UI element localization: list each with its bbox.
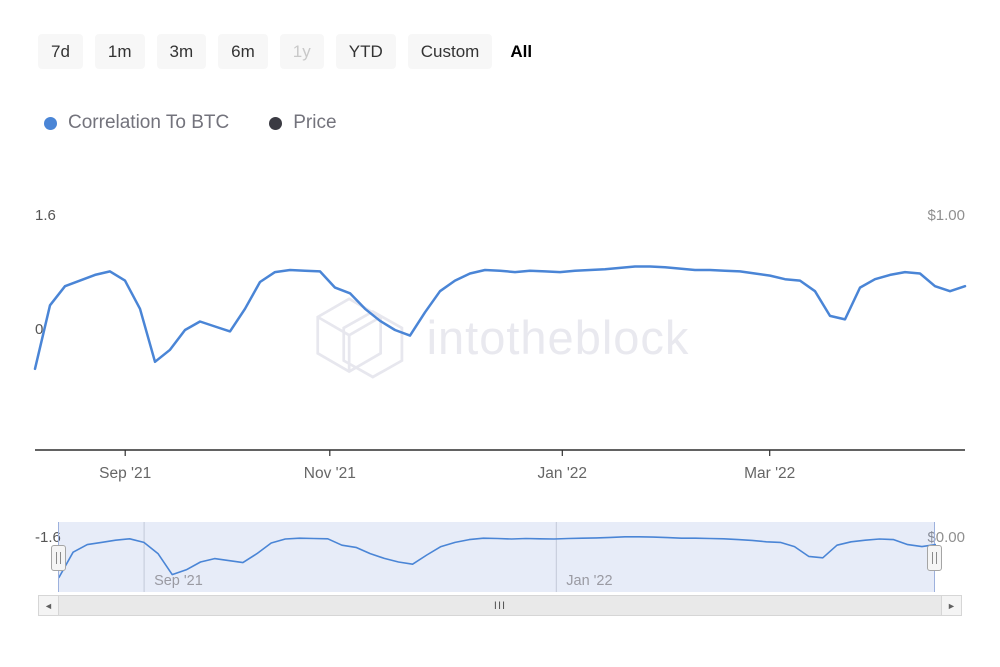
range-button-1y[interactable]: 1y <box>279 34 324 69</box>
legend-item-price[interactable]: Price <box>269 112 337 134</box>
legend-label: Correlation To BTC <box>68 112 230 133</box>
y-axis-label-left-bottom: -1.6 <box>35 529 61 546</box>
x-axis-label: Sep '21 <box>99 465 152 482</box>
range-button-7d[interactable]: 7d <box>38 34 83 69</box>
legend-item-correlation-to-btc[interactable]: Correlation To BTC <box>44 112 229 134</box>
y-axis-label-right-bottom: $0.00 <box>927 529 965 546</box>
x-axis-label: Jan '22 <box>537 465 588 482</box>
legend: Correlation To BTC Price <box>44 112 337 134</box>
navigator-right-handle[interactable] <box>927 545 942 571</box>
legend-marker-icon <box>269 116 283 130</box>
range-button-6m[interactable]: 6m <box>218 34 268 69</box>
scroll-right-button[interactable]: ► <box>941 596 961 615</box>
range-button-1m[interactable]: 1m <box>94 34 145 69</box>
navigator-axis-label: Jan '22 <box>566 573 613 589</box>
horizontal-scrollbar[interactable]: ◄ III ► <box>38 595 962 616</box>
scroll-left-button[interactable]: ◄ <box>39 596 59 615</box>
navigator-plot <box>59 522 936 592</box>
range-button-custom[interactable]: Custom <box>407 34 493 69</box>
range-button-3m[interactable]: 3m <box>156 34 207 69</box>
y-axis-label-left-top: 1.6 <box>35 207 56 224</box>
y-axis-label-right-top: $1.00 <box>927 207 965 224</box>
y-axis-label-left-zero: 0 <box>35 321 44 338</box>
legend-marker-icon <box>44 116 57 130</box>
x-axis-label: Nov '21 <box>303 465 356 482</box>
chart-area: 1.6 0 -1.6 $1.00 $0.00 intotheblock Sep … <box>0 200 1000 546</box>
range-button-all[interactable]: All <box>504 34 538 69</box>
navigator-left-handle[interactable] <box>51 545 66 571</box>
navigator[interactable]: Sep '21 Jan '22 <box>51 522 942 592</box>
navigator-axis-label: Sep '21 <box>154 573 203 589</box>
range-selector: 7d 1m 3m 6m 1y YTD Custom All <box>38 34 538 69</box>
x-axis-labels: Sep '21 Nov '21 Jan '22 Mar '22 <box>35 458 965 484</box>
scrollbar-thumb[interactable]: III <box>59 596 941 615</box>
x-axis-label: Mar '22 <box>744 465 796 482</box>
range-button-ytd[interactable]: YTD <box>335 34 396 69</box>
plot-area[interactable] <box>33 200 967 458</box>
legend-label: Price <box>293 112 337 133</box>
